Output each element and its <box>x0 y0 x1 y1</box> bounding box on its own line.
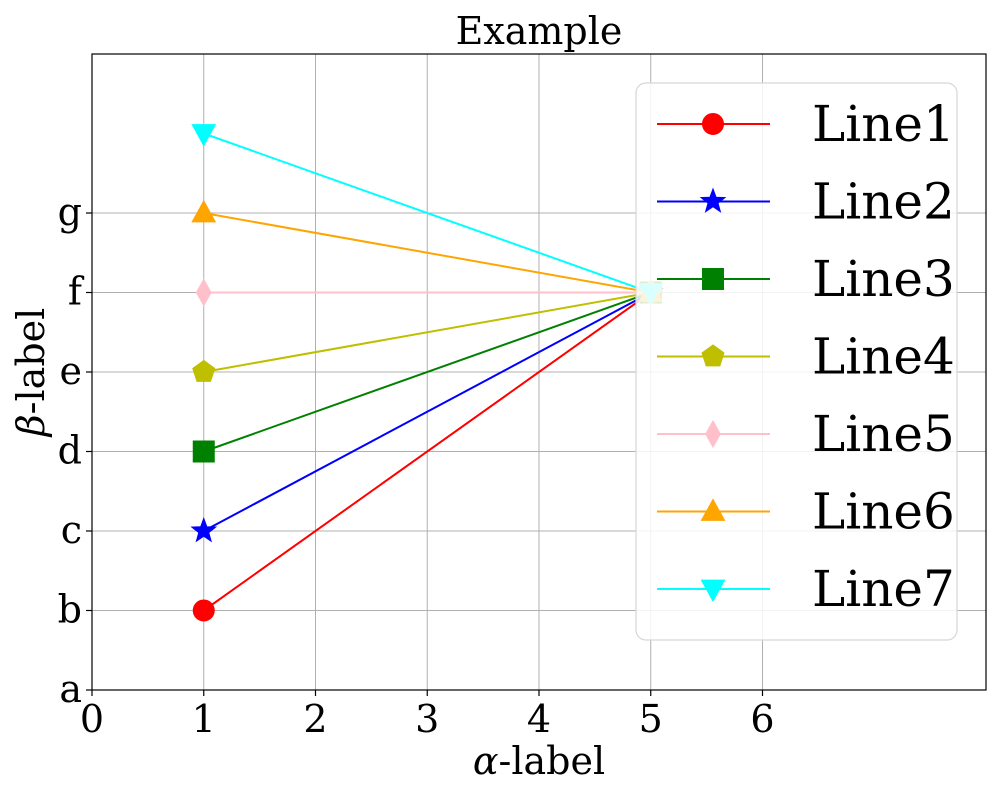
legend-entry-3: Line3 <box>657 250 955 308</box>
y-tick-label-1: b <box>58 588 82 632</box>
series-3-point-1 <box>192 440 215 463</box>
series-4-point-1 <box>192 359 216 382</box>
legend-marker-1 <box>702 113 724 135</box>
legend-label-6: Line6 <box>812 483 955 541</box>
legend: Line1 Line2 Line3 Line4 Line5 Line6 Line7 <box>635 82 958 641</box>
legend-entry-1: Line1 <box>657 95 955 153</box>
legend-marker-2 <box>699 187 727 213</box>
y-tick-label-2: c <box>61 508 82 552</box>
legend-marker-4 <box>701 344 725 367</box>
y-axis-label: β-label <box>9 308 53 439</box>
y-tick-label-0: a <box>59 667 82 711</box>
x-tick-label-3: 3 <box>415 697 439 741</box>
legend-entry-5: Line5 <box>657 405 955 463</box>
legend-label-3: Line3 <box>812 250 955 308</box>
legend-entry-4: Line4 <box>657 328 955 386</box>
legend-marker-3 <box>702 268 724 290</box>
series-1-line <box>203 291 652 612</box>
y-axis-label-text: -label <box>9 308 53 415</box>
y-axis-label-symbol: β <box>9 414 53 438</box>
series-2-point-1 <box>190 516 218 543</box>
x-tick-label-6: 6 <box>750 697 774 741</box>
legend-label-1: Line1 <box>812 95 955 153</box>
legend-marker-7 <box>700 579 726 603</box>
legend-entry-2: Line2 <box>657 173 955 231</box>
legend-label-7: Line7 <box>812 560 955 618</box>
series-1-point-1 <box>192 599 215 622</box>
series-7-line <box>203 132 652 294</box>
legend-box <box>635 82 958 641</box>
legend-label-5: Line5 <box>812 405 955 463</box>
series-6-line <box>203 212 651 294</box>
legend-marker-5 <box>705 419 721 449</box>
y-tick-label-3: d <box>58 429 82 473</box>
chart-title: Example <box>456 9 623 53</box>
legend-marker-6 <box>700 498 726 521</box>
legend-label-2: Line2 <box>812 173 955 231</box>
x-tick-label-2: 2 <box>303 697 327 741</box>
x-axis-label-text: -label <box>499 739 606 783</box>
x-axis-label: α-label <box>473 739 605 783</box>
x-tick-label-1: 1 <box>192 697 216 741</box>
x-tick-label-0: 0 <box>80 697 104 741</box>
y-tick-label-5: f <box>68 270 85 314</box>
legend-entry-6: Line6 <box>657 483 955 541</box>
series-4-line <box>203 291 651 373</box>
x-tick-label-4: 4 <box>527 697 551 741</box>
series-6-point-1 <box>191 199 217 223</box>
y-tick-label-6: g <box>58 190 82 234</box>
legend-label-4: Line4 <box>812 328 955 386</box>
x-axis-label-symbol: α <box>473 739 499 783</box>
series-7-point-1 <box>191 124 217 147</box>
series-3-line <box>203 291 652 453</box>
series-5-point-1 <box>195 278 212 307</box>
x-tick-label-5: 5 <box>639 697 663 741</box>
series-2-line <box>203 291 652 532</box>
legend-entry-7: Line7 <box>657 560 955 618</box>
y-tick-label-4: e <box>60 349 83 393</box>
x-ticks: 0 1 2 3 4 5 6 <box>80 690 775 741</box>
